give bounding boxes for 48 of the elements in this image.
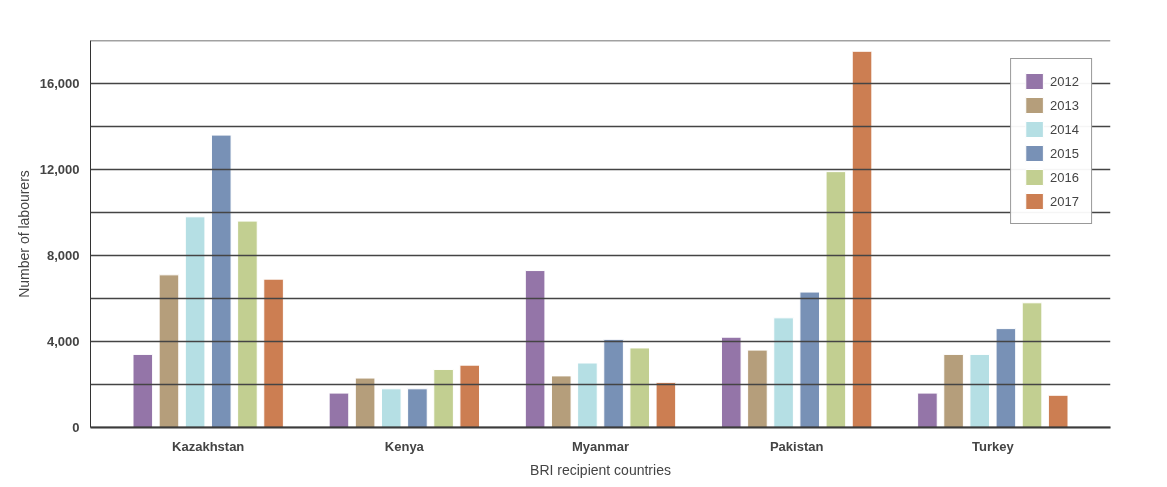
bar [380, 388, 402, 428]
y-tick-label: 8,000 [46, 248, 80, 263]
bar [1021, 302, 1043, 428]
bar [629, 347, 651, 428]
bar [995, 328, 1017, 428]
y-tick-label: 0 [72, 420, 80, 435]
bar [577, 362, 598, 428]
x-tick-label: Kenya [384, 438, 425, 454]
bar [158, 274, 180, 428]
bar [354, 377, 376, 428]
bar [407, 388, 428, 428]
bar [917, 392, 938, 428]
legend-label: 2015 [1050, 145, 1079, 161]
bar [799, 291, 821, 428]
bar [851, 50, 873, 428]
bar [132, 353, 154, 428]
legend-label: 2017 [1050, 193, 1079, 209]
bar [524, 270, 546, 428]
bar [1047, 394, 1069, 428]
y-tick-label: 12,000 [39, 162, 80, 177]
bar [747, 349, 768, 428]
bar [433, 368, 454, 428]
x-axis-title: BRI recipient countries [530, 461, 671, 478]
legend-label: 2013 [1050, 97, 1079, 113]
bar [773, 317, 794, 428]
bar [237, 220, 258, 428]
y-tick-label: 16,000 [39, 76, 80, 91]
bar [655, 381, 677, 428]
bar [603, 338, 624, 428]
bar [969, 353, 991, 428]
bar [328, 392, 350, 428]
bar [720, 336, 742, 428]
x-tick-label: Myanmar [571, 438, 630, 454]
bar [550, 375, 572, 428]
x-tick-label: Pakistan [769, 438, 824, 454]
bar [263, 278, 284, 428]
x-tick-label: Kazakhstan [172, 438, 245, 454]
bar [210, 134, 232, 428]
y-axis-title: Number of labourers [15, 170, 32, 298]
legend-label: 2012 [1050, 73, 1079, 89]
bar [184, 216, 206, 428]
bar [825, 171, 847, 428]
legend-label: 2016 [1050, 169, 1079, 185]
bar [459, 364, 481, 428]
bar [943, 353, 964, 428]
y-tick-label: 4,000 [46, 334, 80, 349]
legend-label: 2014 [1050, 121, 1079, 137]
x-tick-label: Turkey [971, 438, 1015, 454]
